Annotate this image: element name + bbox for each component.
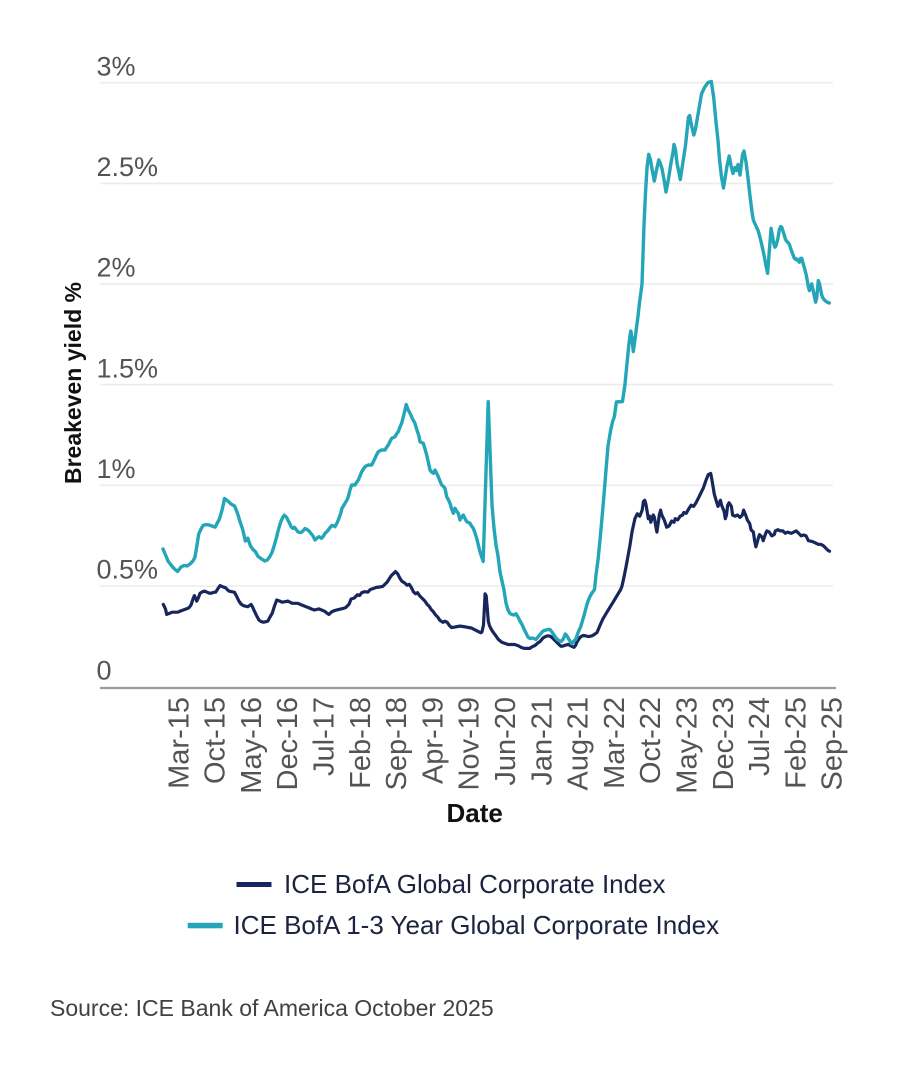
svg-text:Jul-17: Jul-17	[309, 697, 341, 776]
svg-text:ICE BofA 1-3 Year Global Corpo: ICE BofA 1-3 Year Global Corporate Index	[234, 910, 720, 940]
svg-text:Sep-25: Sep-25	[817, 697, 849, 791]
svg-text:Jan-21: Jan-21	[526, 697, 558, 786]
svg-text:Dec-23: Dec-23	[708, 697, 740, 791]
svg-text:Sep-18: Sep-18	[381, 697, 413, 791]
svg-text:0.5%: 0.5%	[97, 555, 159, 585]
svg-text:Feb-18: Feb-18	[345, 697, 377, 789]
svg-text:2.5%: 2.5%	[97, 152, 159, 182]
svg-text:Dec-16: Dec-16	[272, 697, 304, 791]
svg-text:Jun-20: Jun-20	[490, 697, 522, 786]
svg-text:Mar-22: Mar-22	[599, 697, 631, 789]
svg-text:Source: ICE Bank of America Oc: Source: ICE Bank of America October 2025	[50, 995, 494, 1021]
svg-text:3%: 3%	[97, 51, 136, 81]
svg-text:Apr-19: Apr-19	[417, 697, 449, 784]
svg-text:1.5%: 1.5%	[97, 353, 159, 383]
svg-text:May-23: May-23	[672, 697, 704, 794]
svg-text:May-16: May-16	[236, 697, 268, 794]
svg-text:Feb-25: Feb-25	[780, 697, 812, 789]
svg-text:Aug-21: Aug-21	[563, 697, 595, 791]
svg-text:Mar-15: Mar-15	[163, 697, 195, 789]
svg-text:2%: 2%	[97, 253, 136, 283]
svg-text:1%: 1%	[97, 454, 136, 484]
svg-text:Oct-22: Oct-22	[635, 697, 667, 784]
svg-text:0: 0	[97, 655, 112, 685]
svg-text:Date: Date	[447, 798, 503, 828]
svg-text:Nov-19: Nov-19	[454, 697, 486, 791]
svg-text:Jul-24: Jul-24	[744, 697, 776, 776]
svg-text:ICE BofA Global Corporate Inde: ICE BofA Global Corporate Index	[284, 869, 666, 899]
svg-text:Breakeven yield %: Breakeven yield %	[60, 282, 86, 484]
svg-text:Oct-15: Oct-15	[200, 697, 232, 784]
